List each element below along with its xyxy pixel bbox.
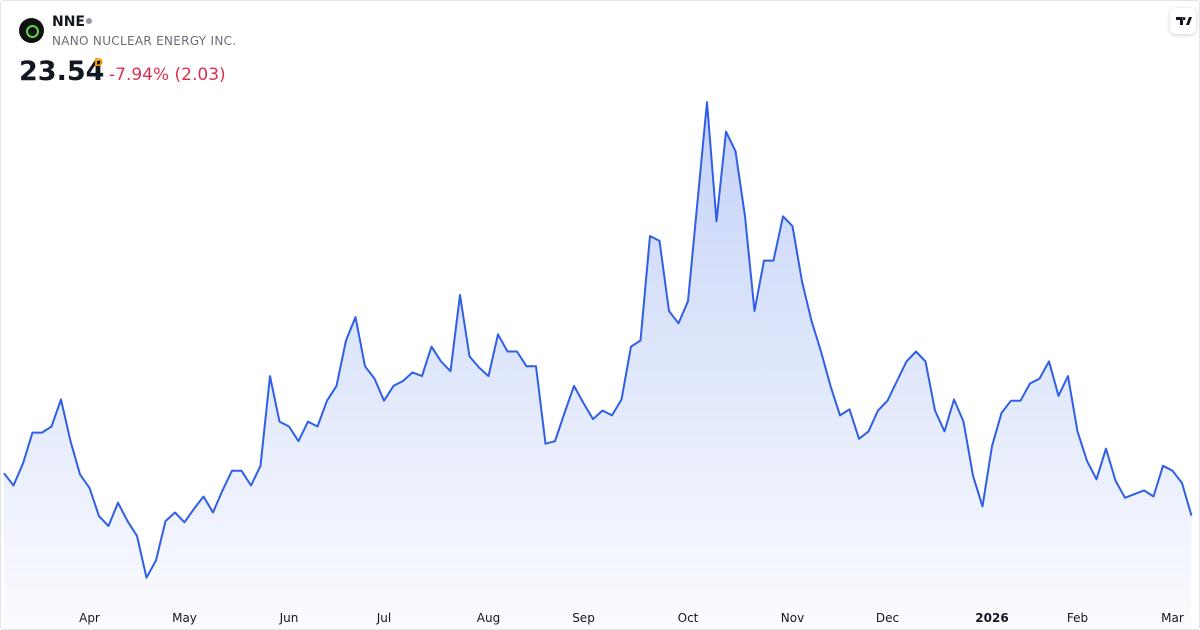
company-name: NANO NUCLEAR ENERGY INC.: [52, 34, 237, 48]
x-tick-label: Apr: [79, 611, 100, 625]
symbol[interactable]: NNE: [52, 14, 85, 30]
x-tick-label: Nov: [781, 611, 804, 625]
tradingview-logo[interactable]: [1170, 8, 1196, 34]
x-tick-label: Sep: [572, 611, 595, 625]
x-tick-label: Dec: [876, 611, 899, 625]
x-tick-label: Jul: [376, 611, 391, 625]
price: 23.54: [19, 56, 105, 87]
x-tick-label: May: [172, 611, 197, 625]
x-tick-label: Oct: [678, 611, 699, 625]
interval: D: [94, 56, 104, 69]
x-tick-label: Jun: [279, 611, 299, 625]
area: [4, 102, 1192, 629]
change: -7.94% (2.03): [109, 65, 226, 85]
x-tick-label: Aug: [477, 611, 500, 625]
x-tick-label: 2026: [975, 611, 1008, 625]
tv-icon: [1176, 17, 1192, 25]
logo: [19, 18, 44, 43]
x-tick-label: Mar: [1161, 611, 1184, 625]
status-dot: [86, 18, 92, 24]
x-tick-label: Feb: [1067, 611, 1088, 625]
line: [3, 101, 1193, 579]
